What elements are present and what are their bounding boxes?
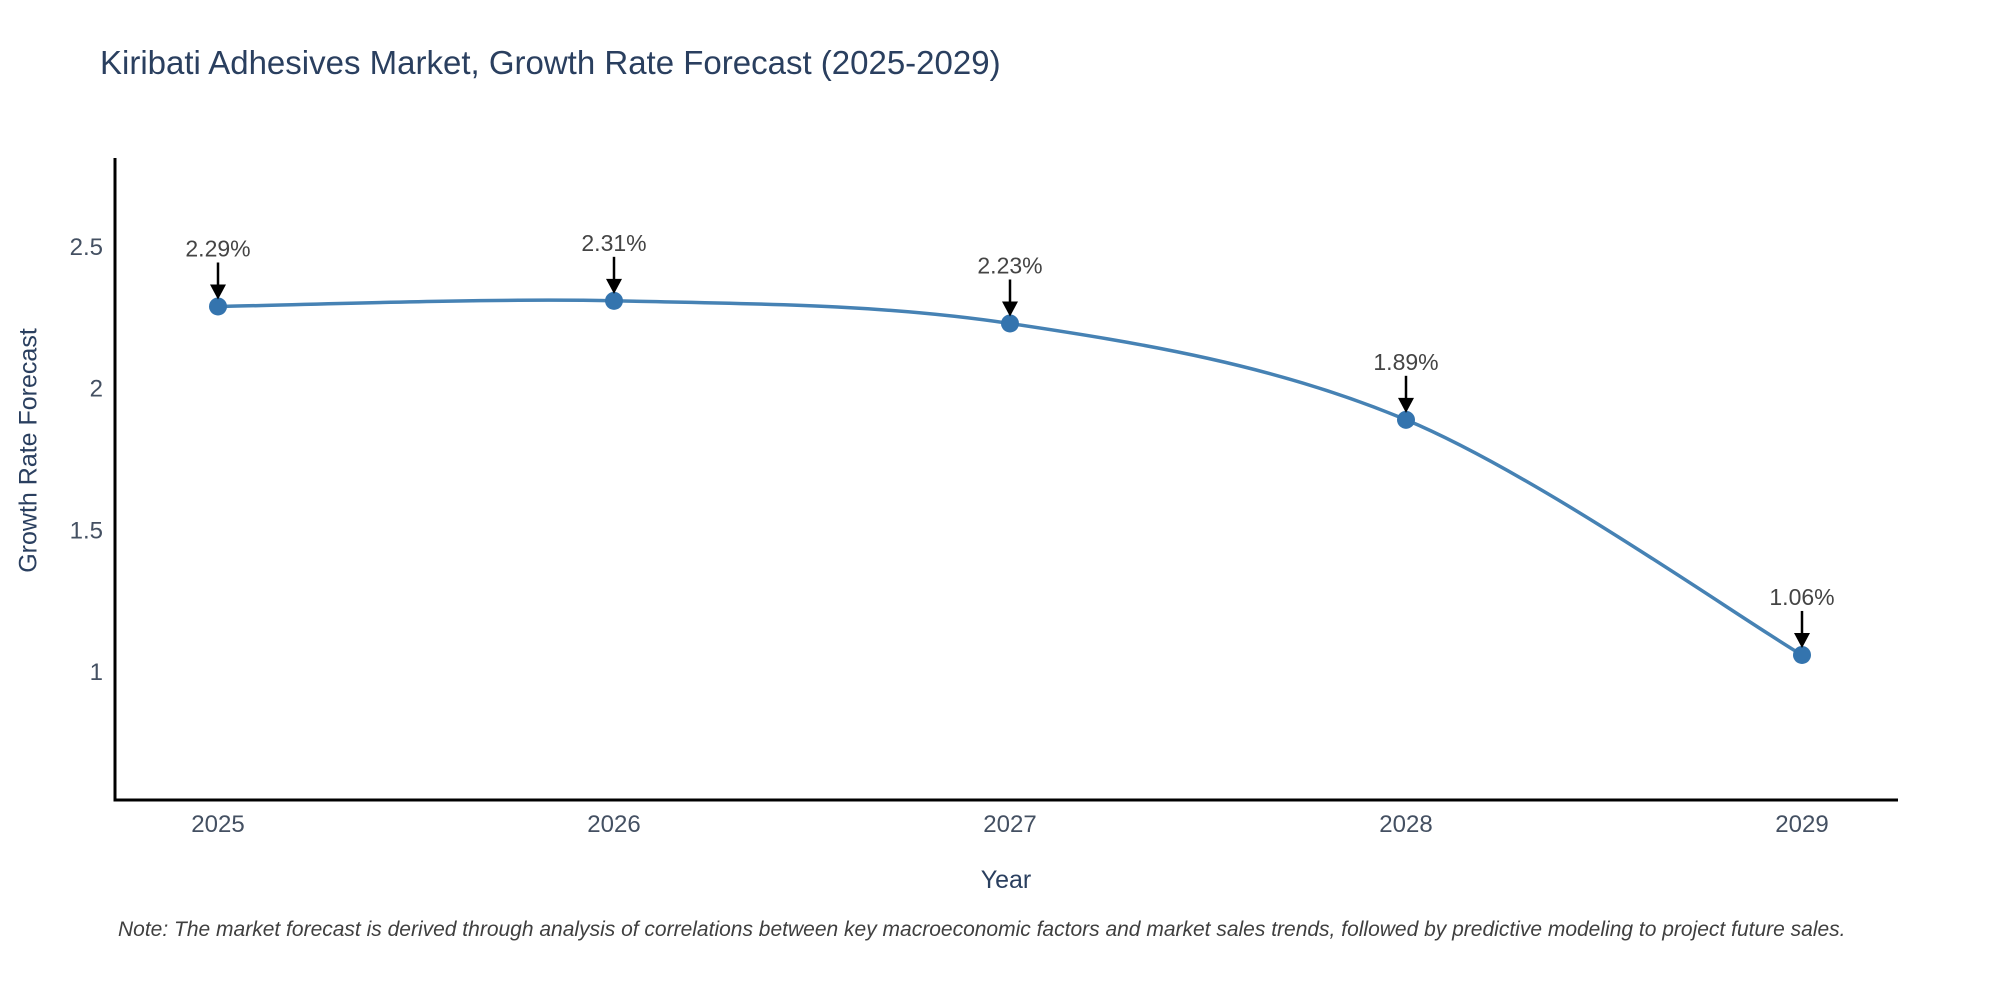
data-point-marker[interactable] <box>1397 410 1415 429</box>
annotation-arrow-head-icon <box>210 284 226 300</box>
data-point-marker[interactable] <box>1001 314 1019 333</box>
data-point-marker[interactable] <box>605 291 623 310</box>
footnote: Note: The market forecast is derived thr… <box>118 918 1846 941</box>
data-point-marker[interactable] <box>1793 645 1811 664</box>
x-tick-label: 2026 <box>587 811 640 838</box>
annotation-arrow-head-icon <box>606 278 622 294</box>
x-axis-title: Year <box>980 866 1032 894</box>
data-point-label: 1.89% <box>1373 349 1438 375</box>
annotation-arrow-head-icon <box>1398 397 1414 413</box>
x-tick-label: 2027 <box>983 811 1036 838</box>
y-tick-label: 1.5 <box>70 517 103 544</box>
annotation-arrow-head-icon <box>1794 632 1810 648</box>
data-point-label: 2.31% <box>581 230 646 256</box>
y-tick-label: 2.5 <box>70 234 103 261</box>
annotation-arrow-head-icon <box>1002 301 1018 317</box>
x-tick-label: 2025 <box>191 811 244 838</box>
data-point-marker[interactable] <box>209 297 227 316</box>
series-line <box>217 298 1803 657</box>
data-point-label: 2.29% <box>185 235 250 261</box>
x-tick-label: 2029 <box>1775 811 1828 838</box>
y-tick-label: 2 <box>90 376 103 403</box>
data-point-label: 1.06% <box>1769 584 1834 610</box>
y-tick-label: 1 <box>90 659 103 686</box>
data-point-label: 2.23% <box>977 252 1042 278</box>
chart-title: Kiribati Adhesives Market, Growth Rate F… <box>100 44 1001 81</box>
x-tick-label: 2028 <box>1379 811 1432 838</box>
